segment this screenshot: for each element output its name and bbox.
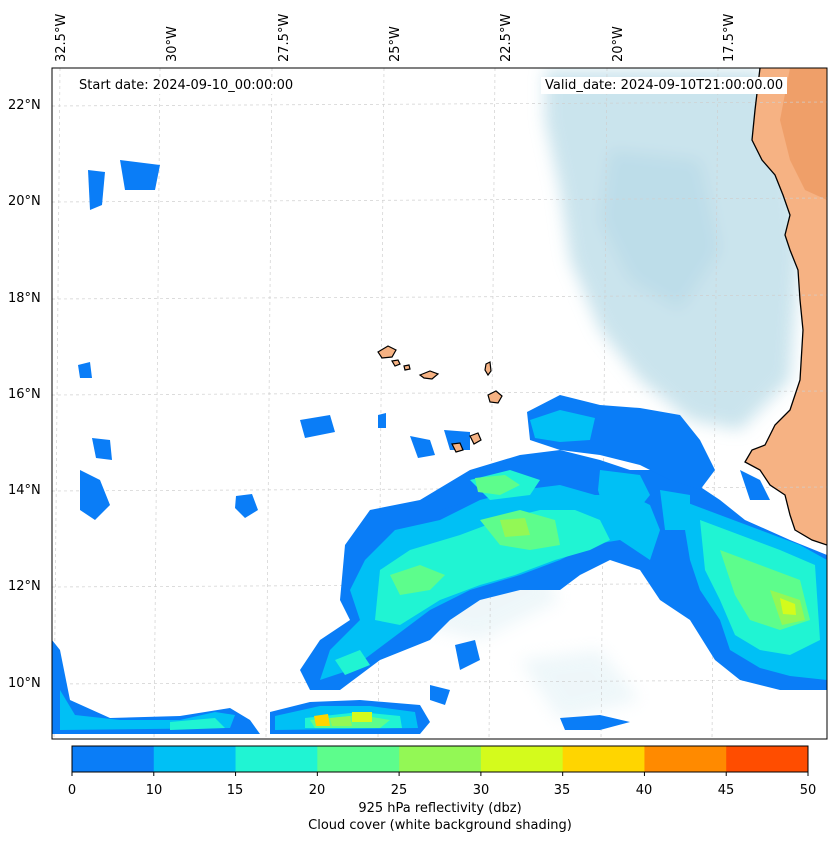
reflectivity-cell — [598, 470, 650, 520]
reflectivity-cell — [530, 410, 595, 442]
lat-label-20n: 20°N — [8, 194, 41, 209]
reflectivity-cell — [740, 470, 770, 500]
colorbar-swatch — [235, 746, 318, 772]
lon-label-32.5w: 32.5°W — [54, 13, 69, 62]
reflectivity-cell — [475, 475, 520, 495]
colorbar-tick-35: 35 — [553, 783, 571, 798]
colorbar-tick-50: 50 — [799, 783, 817, 798]
meridian-line — [265, 68, 273, 739]
colorbar — [71, 745, 809, 776]
reflectivity-cell — [560, 715, 630, 730]
lat-label-18n: 18°N — [8, 291, 41, 306]
reflectivity-cell — [352, 712, 372, 722]
africa-land-inner — [780, 68, 827, 200]
reflectivity-cell — [335, 650, 370, 675]
reflectivity-cell — [80, 470, 110, 520]
reflectivity-cell — [430, 685, 450, 705]
reflectivity-cell — [660, 490, 690, 530]
reflectivity-cell — [92, 438, 112, 460]
map-frame — [51, 67, 828, 740]
colorbar-swatch — [399, 746, 482, 772]
lon-label-27.5w: 27.5°W — [277, 13, 292, 62]
colorbar-swatch — [317, 746, 400, 772]
reflectivity-cell — [378, 413, 386, 428]
cloud-cover-shading — [545, 70, 800, 430]
colorbar-tick-0: 0 — [67, 783, 77, 798]
colorbar-label: 925 hPa reflectivity (dbz) — [358, 801, 522, 816]
coastline — [744, 68, 827, 546]
reflectivity-level-5 — [352, 598, 796, 722]
colorbar-swatch — [726, 746, 809, 772]
colorbar-swatch — [644, 746, 727, 772]
reflectivity-cell — [78, 362, 92, 378]
colorbar-tick-10: 10 — [145, 783, 163, 798]
meridian-line — [153, 68, 161, 739]
reflectivity-cell — [444, 430, 470, 450]
meridian-line — [488, 68, 496, 739]
reflectivity-cell — [235, 494, 258, 518]
lat-label-12n: 12°N — [8, 579, 41, 594]
start-date-label: Start date: 2024-09-10_00:00:00 — [75, 77, 298, 94]
reflectivity-cell — [300, 415, 335, 438]
colorbar-tick-25: 25 — [390, 783, 408, 798]
reflectivity-cell — [170, 718, 225, 730]
colorbar-frame — [71, 745, 809, 773]
lon-label-17.5w: 17.5°W — [722, 13, 737, 62]
reflectivity-cell — [500, 518, 530, 537]
colorbar-swatch — [480, 746, 564, 772]
meridian-line — [53, 68, 61, 739]
colorbar-tick-15: 15 — [226, 783, 244, 798]
lon-label-22.5w: 22.5°W — [499, 13, 514, 62]
meridian-line — [600, 68, 608, 739]
lat-label-14n: 14°N — [8, 483, 41, 498]
colorbar-sublabel: Cloud cover (white background shading) — [308, 818, 572, 833]
reflectivity-cell — [780, 598, 796, 615]
reflectivity-cell — [455, 640, 480, 670]
reflectivity-field — [52, 160, 827, 734]
reflectivity-level-6 — [314, 714, 330, 726]
lon-label-30w: 30°W — [165, 26, 180, 62]
reflectivity-cell — [390, 565, 445, 595]
reflectivity-cell — [60, 690, 235, 730]
lon-label-25w: 25°W — [388, 26, 403, 62]
reflectivity-cell — [120, 160, 160, 190]
lon-label-20w: 20°W — [611, 26, 626, 62]
colorbar-tick-40: 40 — [635, 783, 653, 798]
colorbar-swatch — [72, 746, 155, 772]
reflectivity-cell — [88, 170, 105, 210]
reflectivity-cell — [314, 714, 330, 726]
valid-date-label: Valid_date: 2024-09-10T21:00:00.00 — [541, 77, 788, 94]
colorbar-tick-20: 20 — [308, 783, 326, 798]
lat-label-16n: 16°N — [8, 387, 41, 402]
cape-verde-islands — [377, 345, 503, 453]
colorbar-tick-45: 45 — [717, 783, 735, 798]
lat-label-10n: 10°N — [8, 676, 41, 691]
colorbar-swatch — [562, 746, 645, 772]
lat-label-22n: 22°N — [8, 98, 41, 113]
colorbar-tick-30: 30 — [472, 783, 490, 798]
colorbar-swatch — [153, 746, 237, 772]
reflectivity-cell — [330, 716, 352, 726]
reflectivity-cell — [410, 436, 435, 458]
